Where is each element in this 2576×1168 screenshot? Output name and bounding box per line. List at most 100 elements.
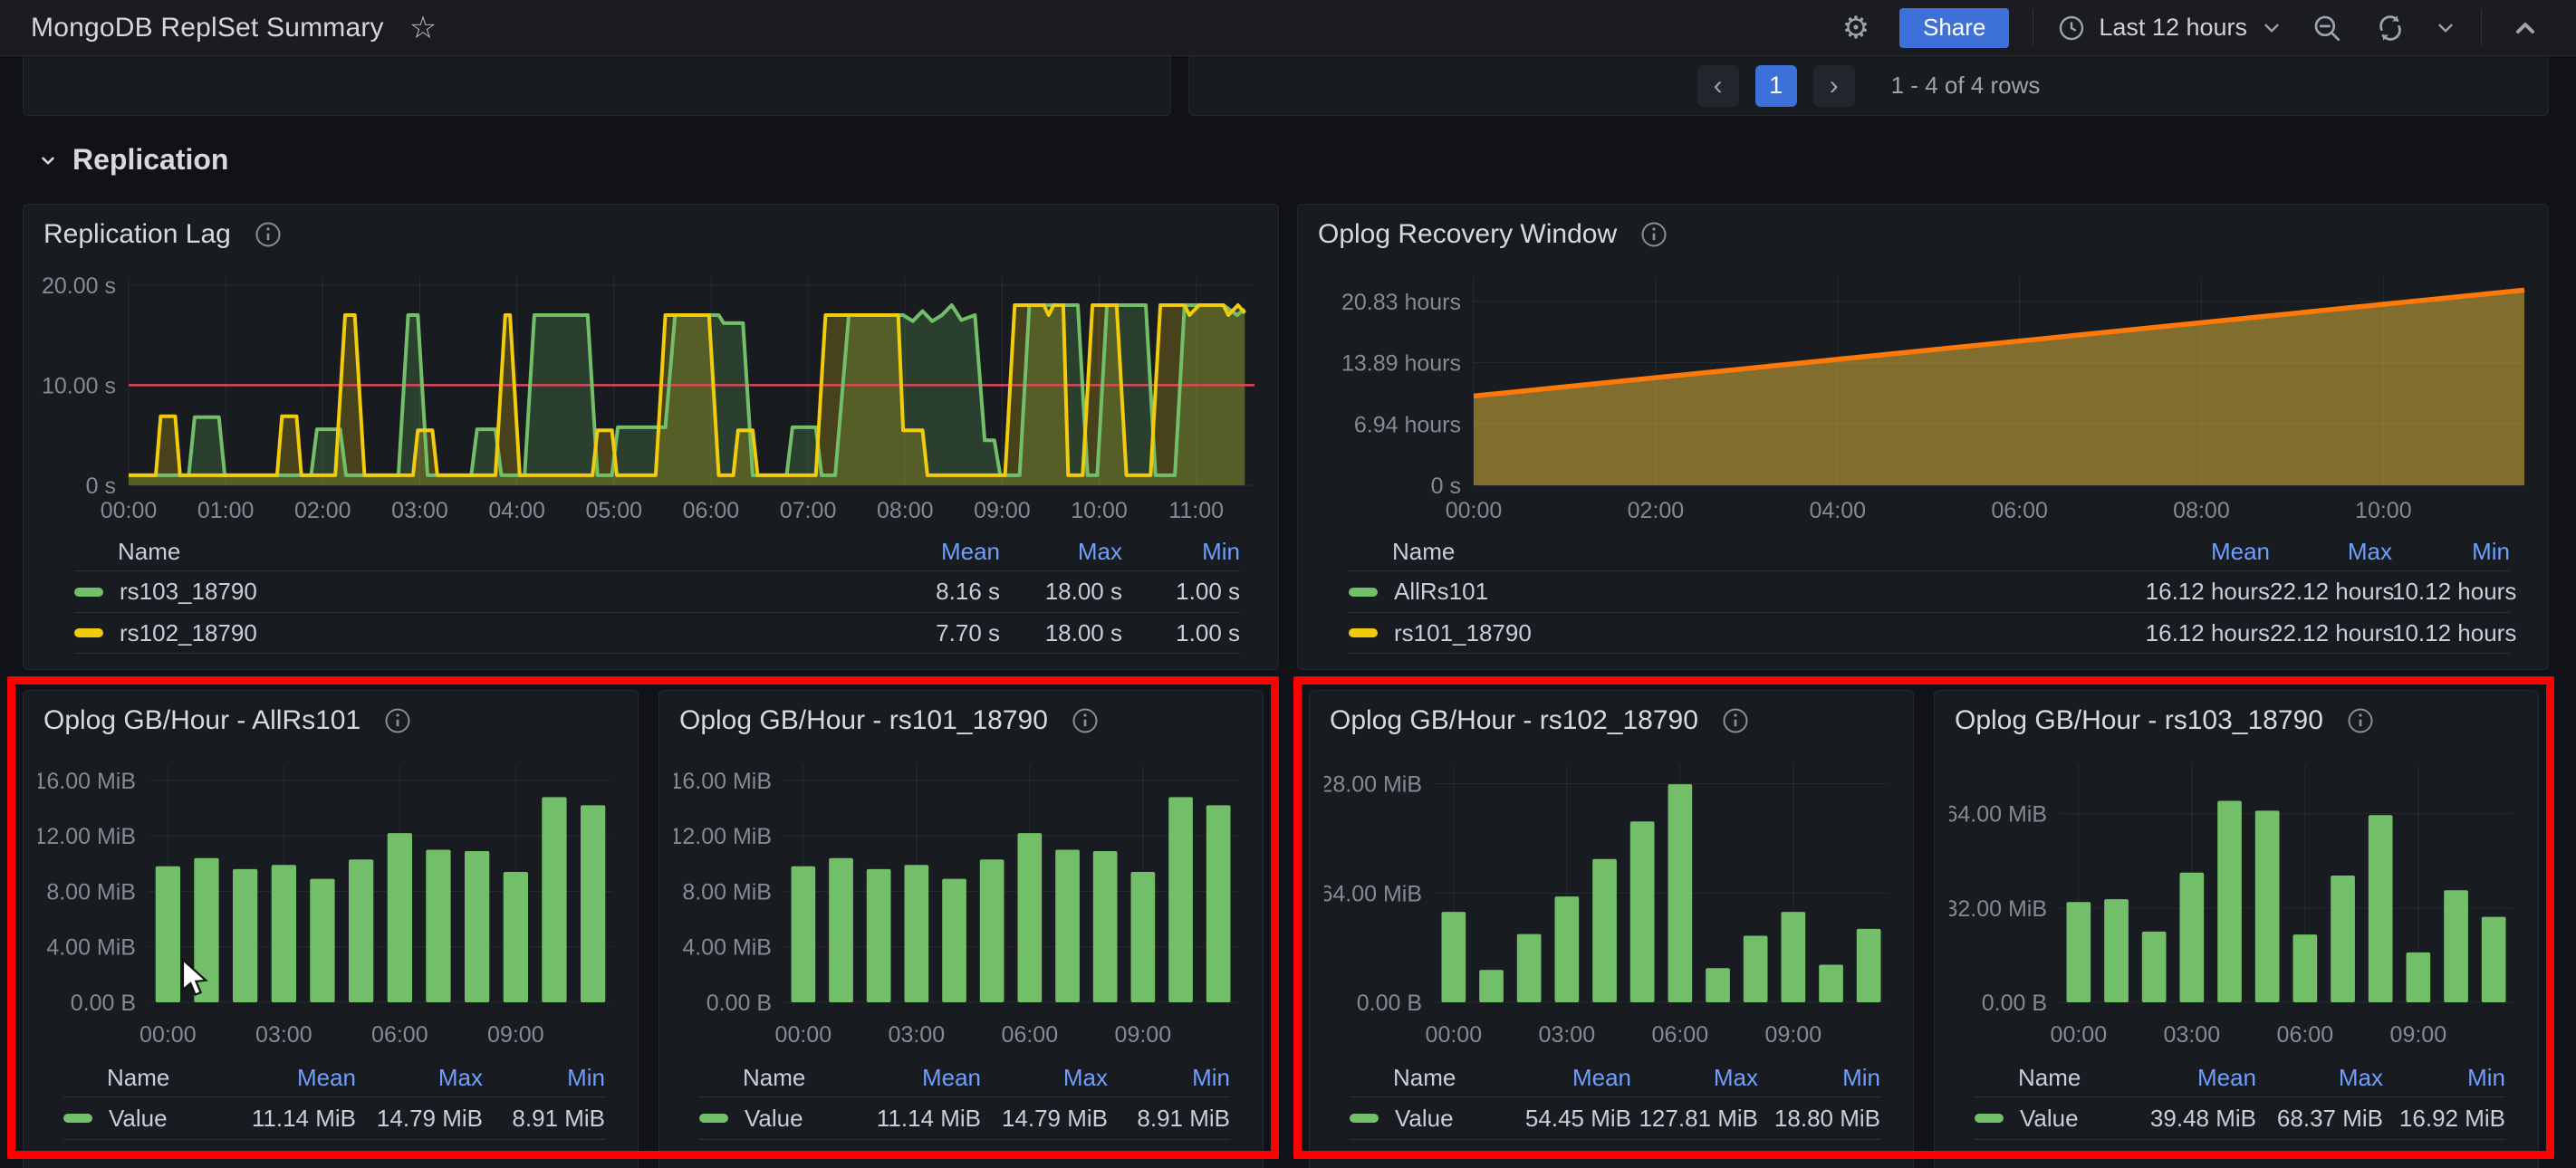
svg-text:20.00 s: 20.00 s [42, 273, 116, 299]
svg-text:00:00: 00:00 [101, 498, 158, 523]
oplog-rs103-chart[interactable]: 0.00 B 32.00 MiB 64.00 MiB 00:00 03:00 06:00 0… [1945, 742, 2523, 1057]
series-name[interactable]: rs102_18790 [120, 618, 257, 646]
series-name[interactable]: rs103_18790 [120, 578, 257, 605]
zoom-out-button[interactable] [2307, 8, 2347, 48]
info-icon[interactable] [2347, 707, 2374, 734]
time-range-picker[interactable]: Last 12 hours [2057, 14, 2283, 43]
info-icon[interactable] [255, 221, 282, 248]
legend-col-name[interactable]: Name [107, 1063, 170, 1091]
legend-col-max[interactable]: Max [1077, 537, 1122, 565]
svg-text:12.00 MiB: 12.00 MiB [38, 824, 136, 849]
svg-text:08:00: 08:00 [877, 498, 934, 523]
chevron-up-icon [2516, 22, 2534, 34]
legend-header-row: Name Mean Max Min [74, 532, 1240, 570]
legend-col-min[interactable]: Min [2472, 537, 2510, 565]
legend-col-name[interactable]: Name [1392, 537, 1456, 565]
panel-header[interactable]: Oplog GB/Hour - rs102_18790 [1330, 705, 1749, 736]
series-name[interactable]: Value [745, 1104, 803, 1132]
svg-text:06:00: 06:00 [683, 498, 740, 523]
legend-col-max[interactable]: Max [1062, 1063, 1108, 1091]
panel-header[interactable]: Oplog Recovery Window [1318, 219, 1668, 250]
series-max: 68.37 MiB [2276, 1104, 2383, 1132]
zoom-out-icon [2314, 15, 2341, 41]
settings-gear-icon[interactable]: ⚙ [1841, 10, 1870, 45]
svg-text:06:00: 06:00 [1652, 1022, 1709, 1048]
pagination-page-1-button[interactable]: 1 [1754, 64, 1797, 107]
panel-header[interactable]: Oplog GB/Hour - rs103_18790 [1955, 705, 2374, 736]
info-icon[interactable] [1640, 221, 1668, 248]
svg-text:13.89 hours: 13.89 hours [1341, 351, 1461, 377]
section-row-replication[interactable]: Replication [36, 143, 228, 177]
legend-col-mean[interactable]: Mean [2210, 537, 2270, 565]
panel-oplog-rs102: Oplog GB/Hour - rs102_18790 0.00 B 64.00 … [1308, 690, 1914, 1168]
svg-text:6.94 hours: 6.94 hours [1354, 412, 1461, 437]
series-name[interactable]: Value [109, 1104, 168, 1132]
legend-col-mean[interactable]: Mean [921, 1063, 981, 1091]
collapse-navbar-button[interactable] [2505, 8, 2545, 48]
legend-row: AllRs101 16.12 hours 22.12 hours 10.12 h… [1349, 570, 2516, 612]
panel-header[interactable]: Replication Lag [43, 219, 282, 250]
legend-col-name[interactable]: Name [2018, 1063, 2081, 1091]
legend-col-name[interactable]: Name [1393, 1063, 1456, 1091]
oplog-recovery-chart[interactable]: 0 s 6.94 hours 13.89 hours 20.83 hours 00:00… [1312, 257, 2533, 529]
legend-col-name[interactable]: Name [118, 537, 181, 565]
svg-text:00:00: 00:00 [1446, 498, 1503, 523]
legend-row: rs102_18790 7.70 s 18.00 s 1.00 s [74, 612, 1240, 654]
replication-lag-chart[interactable]: 0 s 10.00 s 20.00 s 00:00 01:00 02:00 03:00 04:… [38, 257, 1264, 529]
legend-header-row: Name Mean Max Min [1350, 1058, 1880, 1096]
series-name[interactable]: Value [1395, 1104, 1454, 1132]
panel-header[interactable]: Oplog GB/Hour - AllRs101 [43, 705, 411, 736]
info-icon[interactable] [1072, 707, 1099, 734]
panel-header[interactable]: Oplog GB/Hour - rs101_18790 [679, 705, 1099, 736]
series-name[interactable]: Value [2020, 1104, 2079, 1132]
svg-text:09:00: 09:00 [487, 1022, 544, 1048]
legend-col-min[interactable]: Min [2467, 1063, 2505, 1091]
clock-icon [2060, 15, 2084, 40]
legend-col-max[interactable]: Max [437, 1063, 483, 1091]
legend-col-name[interactable]: Name [743, 1063, 806, 1091]
svg-text:03:00: 03:00 [391, 498, 448, 523]
legend-col-min[interactable]: Min [1842, 1063, 1880, 1091]
svg-text:00:00: 00:00 [139, 1022, 197, 1048]
legend-col-min[interactable]: Min [1192, 1063, 1230, 1091]
pagination-next-button[interactable]: › [1812, 64, 1855, 107]
legend-col-mean[interactable]: Mean [2196, 1063, 2256, 1091]
oplog-allrs101-chart[interactable]: 0.00 B 4.00 MiB 8.00 MiB 12.00 MiB 16.00 MiB… [34, 742, 623, 1057]
series-swatch [63, 1114, 92, 1123]
refresh-interval-chevron-icon[interactable] [2434, 16, 2457, 40]
info-icon[interactable] [1722, 707, 1749, 734]
oplog-rs101-chart[interactable]: 0.00 B 4.00 MiB 8.00 MiB 12.00 MiB 16.00 MiB… [669, 742, 1248, 1057]
legend-col-mean[interactable]: Mean [296, 1063, 356, 1091]
series-mean: 16.12 hours [2145, 618, 2270, 646]
legend-col-min[interactable]: Min [1202, 537, 1240, 565]
legend-col-mean[interactable]: Mean [940, 537, 1000, 565]
legend-col-max[interactable]: Max [2338, 1063, 2383, 1091]
svg-text:4.00 MiB: 4.00 MiB [46, 935, 136, 961]
svg-text:08:00: 08:00 [2173, 498, 2230, 523]
series-min: 1.00 s [1176, 578, 1240, 605]
legend-col-mean[interactable]: Mean [1572, 1063, 1631, 1091]
legend-col-min[interactable]: Min [567, 1063, 605, 1091]
legend-header-row: Name Mean Max Min [699, 1058, 1230, 1096]
panel-oplog-recovery-window: Oplog Recovery Window 0 s 6.94 hours 13.89… [1297, 204, 2549, 670]
svg-text:10:00: 10:00 [2355, 498, 2412, 523]
favorite-star-icon[interactable]: ☆ [409, 10, 437, 45]
info-icon[interactable] [384, 707, 411, 734]
refresh-button[interactable] [2370, 8, 2410, 48]
svg-text:4.00 MiB: 4.00 MiB [682, 935, 772, 961]
series-name[interactable]: AllRs101 [1394, 578, 1489, 605]
legend-col-max[interactable]: Max [1713, 1063, 1758, 1091]
svg-text:03:00: 03:00 [2164, 1022, 2221, 1048]
series-max: 22.12 hours [2270, 618, 2395, 646]
svg-text:00:00: 00:00 [1426, 1022, 1483, 1048]
legend-row: Value 54.45 MiB 127.81 MiB 18.80 MiB [1350, 1096, 1880, 1140]
oplog-rs102-chart[interactable]: 0.00 B 64.00 MiB 128.00 MiB 00:00 03:00 06:00… [1308, 742, 1898, 1057]
legend-header-row: Name Mean Max Min [1975, 1058, 2505, 1096]
pagination-prev-button[interactable]: ‹ [1697, 64, 1739, 107]
svg-text:0.00 B: 0.00 B [1357, 991, 1422, 1016]
svg-text:01:00: 01:00 [197, 498, 255, 523]
legend-col-max[interactable]: Max [2347, 537, 2392, 565]
share-button[interactable]: Share [1899, 7, 2010, 48]
series-name[interactable]: rs101_18790 [1394, 618, 1532, 646]
refresh-icon [2379, 14, 2401, 41]
